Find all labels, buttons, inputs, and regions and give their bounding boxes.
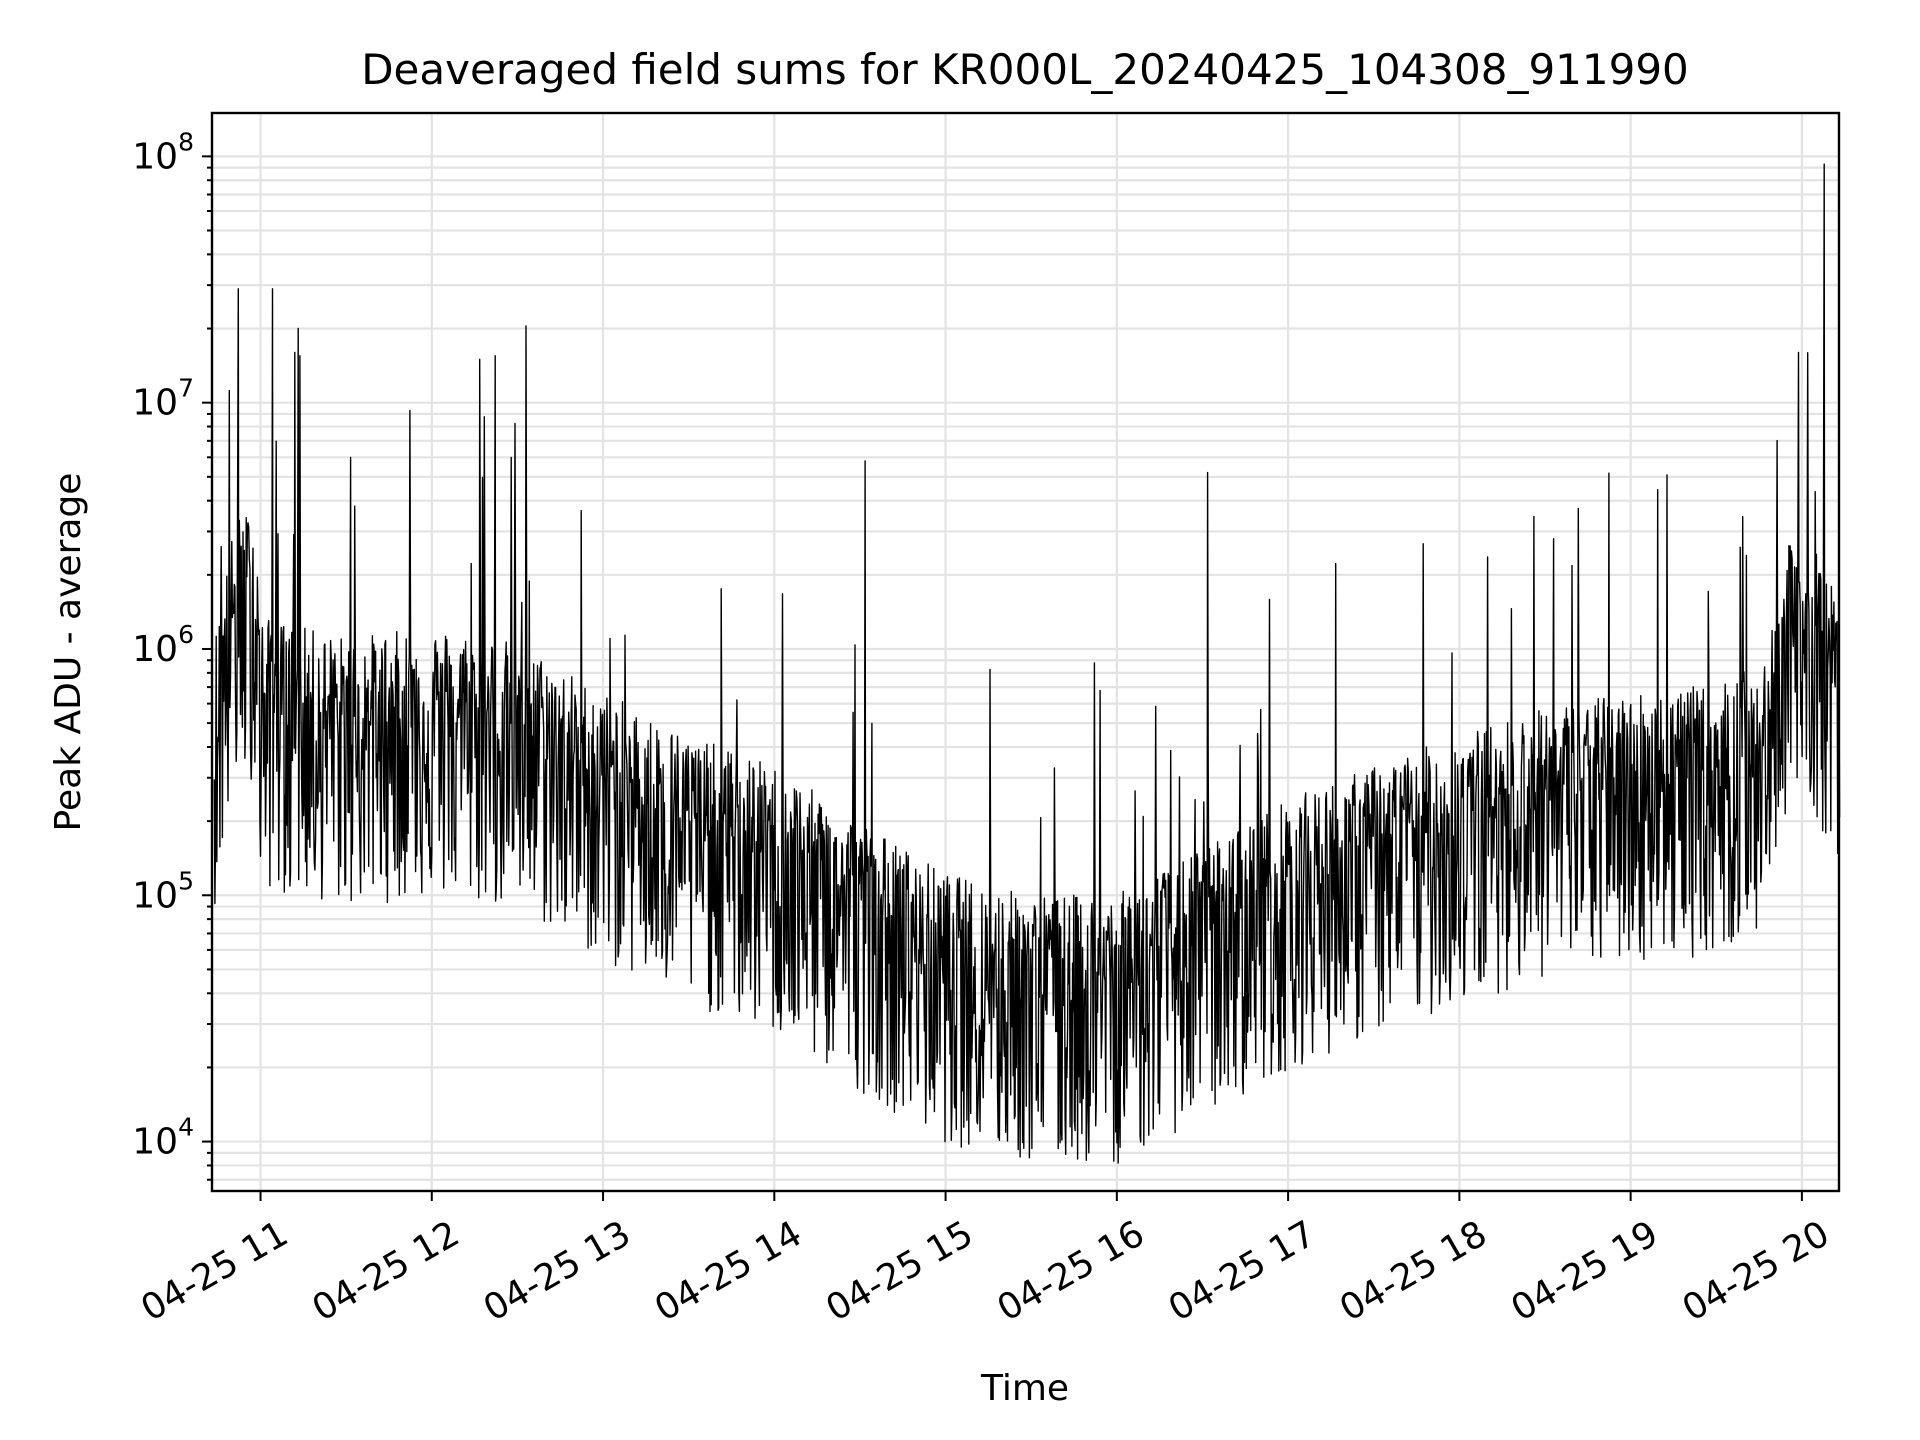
y-tick-label: 107 [132, 374, 194, 424]
x-tick-label: 04-25 12 [306, 1213, 467, 1329]
y-tick-label: 104 [132, 1113, 194, 1163]
x-tick-label: 04-25 20 [1676, 1213, 1837, 1329]
series-line [213, 163, 1841, 1164]
series-layer [213, 163, 1841, 1164]
plot-frame [210, 111, 1841, 1193]
x-tick-label: 04-25 13 [477, 1213, 638, 1329]
x-tick-label: 04-25 17 [1162, 1213, 1323, 1329]
x-axis-label: Time [980, 1368, 1069, 1409]
y-tick-label: 106 [132, 620, 194, 670]
x-tick-label: 04-25 16 [991, 1213, 1152, 1329]
y-axis-label: Peak ADU - average [48, 473, 89, 832]
x-tick-label: 04-25 19 [1504, 1213, 1665, 1329]
y-axis: 104 105 106 107 108 [132, 127, 212, 1181]
y-tick-label: 105 [132, 866, 194, 916]
x-tick-label: 04-25 14 [648, 1213, 809, 1329]
chart-title: Deaveraged field sums for KR000L_2024042… [361, 45, 1689, 94]
x-tick-label: 04-25 18 [1333, 1213, 1494, 1329]
x-tick-label: 04-25 11 [134, 1213, 295, 1329]
y-tick-label: 108 [132, 127, 194, 177]
x-axis: 04-25 11 04-25 12 04-25 13 04-25 14 04-25 15… [134, 1191, 1836, 1330]
x-tick-label: 04-25 15 [819, 1213, 980, 1329]
